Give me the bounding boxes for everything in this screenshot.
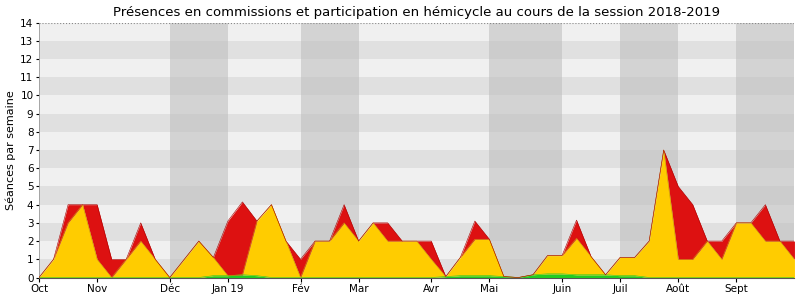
Bar (736, 22, 794, 278)
Bar (39, 168, 794, 186)
Bar (39, 22, 794, 41)
Bar (39, 223, 794, 241)
Bar (170, 22, 228, 278)
Bar (39, 41, 794, 59)
Bar (620, 22, 678, 278)
Bar (490, 22, 562, 278)
Bar (301, 22, 358, 278)
Y-axis label: Séances par semaine: Séances par semaine (6, 90, 16, 210)
Bar (39, 205, 794, 223)
Bar (39, 241, 794, 259)
Bar (39, 114, 794, 132)
Bar (39, 59, 794, 77)
Bar (39, 95, 794, 114)
Bar (39, 259, 794, 278)
Bar (39, 150, 794, 168)
Bar (39, 77, 794, 95)
Bar (39, 132, 794, 150)
Title: Présences en commissions et participation en hémicycle au cours de la session 20: Présences en commissions et participatio… (114, 6, 720, 19)
Bar (39, 186, 794, 205)
